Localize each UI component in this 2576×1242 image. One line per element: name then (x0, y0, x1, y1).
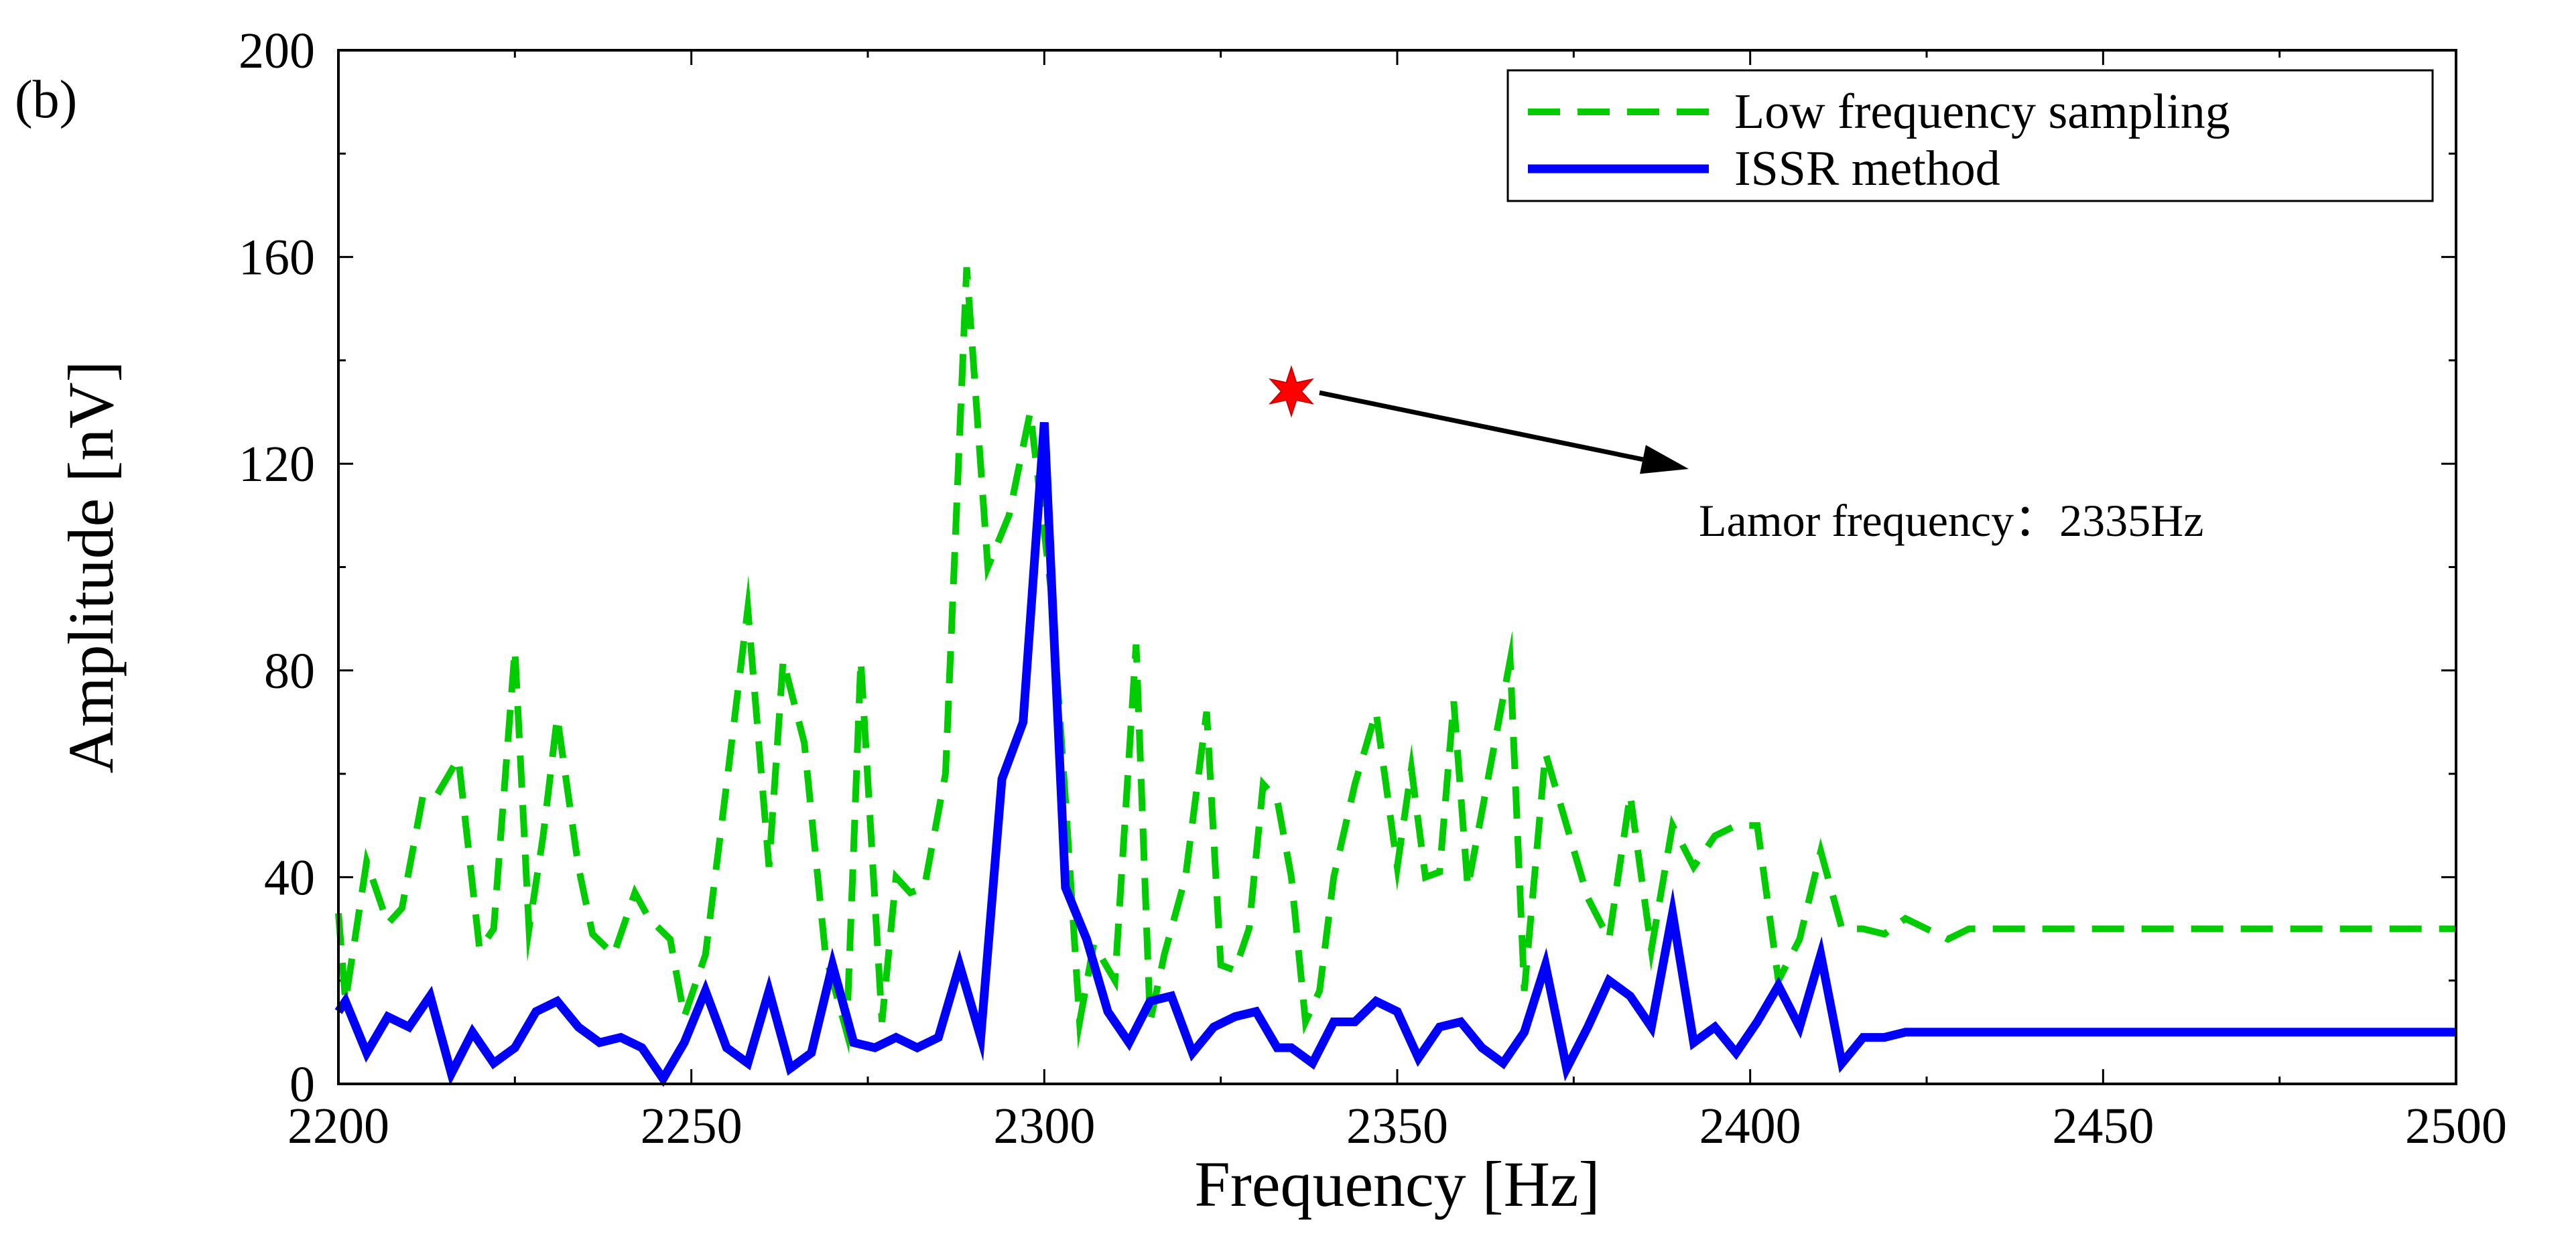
plot-frame (337, 49, 2457, 1085)
legend-box (1506, 69, 2434, 202)
annotation-label: Lamor frequency：2335Hz (1699, 495, 2203, 546)
series-line-issr-method (334, 422, 2456, 1087)
x-tick-label: 2450 (2052, 1098, 2154, 1154)
tick-labels: 2200 2250 2300 2350 2400 2450 2500 0 40 80 120 160 2… (239, 23, 2507, 1154)
legend-label-issr-method: ISSR method (1734, 141, 2000, 196)
star-marker-icon (1269, 364, 1314, 418)
legend-label-low-frequency-sampling: Low frequency sampling (1734, 84, 2230, 139)
series-line-low-frequency-sampling (335, 267, 2456, 1054)
x-axis-title: Frequency [Hz] (1194, 1148, 1600, 1220)
annotation: Lamor frequency：2335Hz (1269, 364, 2203, 546)
y-tick-label: 80 (264, 643, 315, 699)
panel-label: (b) (15, 70, 77, 129)
y-tick-label: 160 (239, 230, 315, 286)
x-tick-label: 2400 (1699, 1098, 1801, 1154)
y-tick-label: 0 (289, 1056, 315, 1113)
x-tick-label: 2250 (641, 1098, 743, 1154)
x-tick-label: 2350 (1346, 1098, 1448, 1154)
x-tick-label: 2200 (287, 1098, 389, 1154)
annotation-arrow-line (1319, 390, 1644, 462)
x-tick-label: 2300 (993, 1098, 1095, 1154)
annotation-arrowhead (1640, 445, 1689, 474)
x-tick-label: 2500 (2405, 1098, 2507, 1154)
legend: Low frequency sampling ISSR method (1506, 69, 2434, 202)
y-tick-label: 120 (239, 436, 315, 492)
y-axis-title: Amplitude [nV] (55, 361, 127, 774)
y-tick-label: 40 (264, 849, 315, 906)
plot-series (334, 267, 2456, 1087)
y-tick-label: 200 (239, 23, 315, 79)
